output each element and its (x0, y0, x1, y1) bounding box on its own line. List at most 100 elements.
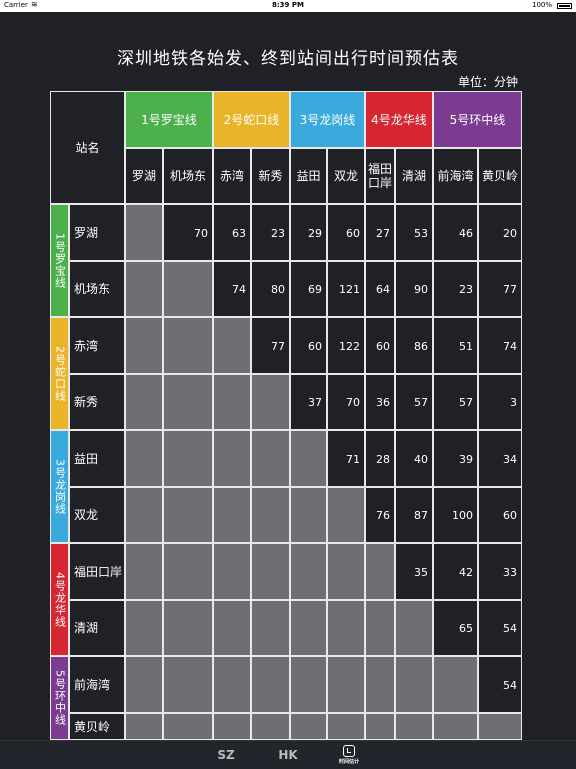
time-cell: 51 (433, 317, 478, 374)
time-cell: 65 (433, 599, 478, 656)
time-cell: 63 (213, 204, 251, 261)
wifi-icon: ≋ (31, 0, 38, 9)
empty-cell (213, 599, 251, 656)
empty-cell (163, 260, 213, 317)
empty-cell (163, 712, 213, 740)
time-cell: 37 (290, 373, 327, 430)
empty-cell (290, 430, 327, 487)
time-cell: 40 (395, 430, 433, 487)
empty-cell (365, 712, 395, 740)
row-line-label-5: 5号环中线 (50, 656, 69, 740)
battery-icon (557, 3, 572, 9)
empty-cell (213, 543, 251, 600)
row-station-6: 双龙 (69, 486, 125, 543)
empty-cell (163, 373, 213, 430)
time-cell: 27 (365, 204, 395, 261)
empty-cell (290, 486, 327, 543)
tab-hk[interactable]: HK (274, 741, 302, 769)
time-cell: 77 (251, 317, 290, 374)
column-station-7: 福田 口岸 (365, 148, 395, 204)
time-cell: 86 (395, 317, 433, 374)
time-cell: 87 (395, 486, 433, 543)
row-line-label-4: 4号龙华线 (50, 543, 69, 656)
empty-cell (125, 543, 163, 600)
unit-label: 单位：分钟 (457, 75, 518, 89)
empty-cell (327, 712, 365, 740)
empty-cell (327, 656, 365, 713)
time-cell: 46 (433, 204, 478, 261)
empty-cell (125, 656, 163, 713)
time-cell: 36 (365, 373, 395, 430)
empty-cell (290, 543, 327, 600)
empty-cell (125, 712, 163, 740)
row-station-2: 机场东 (69, 260, 125, 317)
status-time: 8:39 PM (272, 1, 304, 9)
empty-cell (395, 656, 433, 713)
clock-icon (343, 745, 355, 757)
tab-sz-label: SZ (217, 748, 235, 762)
time-cell: 57 (433, 373, 478, 430)
time-cell: 80 (251, 260, 290, 317)
tab-time-estimate-label: 时间估计 (338, 759, 359, 765)
line-header-5: 5号环中线 (433, 91, 522, 148)
empty-cell (125, 260, 163, 317)
carrier-label: Carrier (4, 1, 28, 9)
time-cell: 121 (327, 260, 365, 317)
empty-cell (290, 599, 327, 656)
line-header-4: 4号龙华线 (365, 91, 433, 148)
empty-cell (163, 430, 213, 487)
row-station-8: 清湖 (69, 599, 125, 656)
time-cell: 23 (433, 260, 478, 317)
time-cell: 64 (365, 260, 395, 317)
time-cell: 35 (395, 543, 433, 600)
column-station-2: 机场东 (163, 148, 213, 204)
empty-cell (163, 317, 213, 374)
empty-cell (290, 712, 327, 740)
time-cell: 70 (327, 373, 365, 430)
tab-bar: SZ HK 时间估计 (0, 740, 576, 769)
empty-cell (163, 486, 213, 543)
column-station-3: 赤湾 (213, 148, 251, 204)
time-cell: 3 (478, 373, 522, 430)
time-cell: 28 (365, 430, 395, 487)
time-cell: 90 (395, 260, 433, 317)
time-cell: 69 (290, 260, 327, 317)
corner-header: 站名 (50, 91, 125, 204)
empty-cell (125, 204, 163, 261)
empty-cell (213, 656, 251, 713)
column-station-5: 益田 (290, 148, 327, 204)
column-station-9: 前海湾 (433, 148, 478, 204)
row-station-1: 罗湖 (69, 204, 125, 261)
time-cell: 39 (433, 430, 478, 487)
time-cell: 77 (478, 260, 522, 317)
empty-cell (213, 486, 251, 543)
time-cell: 57 (395, 373, 433, 430)
time-cell: 29 (290, 204, 327, 261)
empty-cell (251, 599, 290, 656)
empty-cell (365, 599, 395, 656)
tab-sz[interactable]: SZ (212, 741, 240, 769)
column-station-4: 新秀 (251, 148, 290, 204)
time-cell: 34 (478, 430, 522, 487)
empty-cell (213, 430, 251, 487)
row-station-3: 赤湾 (69, 317, 125, 374)
tab-time-estimate[interactable]: 时间估计 (333, 741, 365, 769)
empty-cell (251, 543, 290, 600)
time-cell: 60 (365, 317, 395, 374)
time-cell: 74 (213, 260, 251, 317)
row-line-label-3: 3号龙岗线 (50, 430, 69, 543)
empty-cell (163, 543, 213, 600)
empty-cell (251, 486, 290, 543)
row-station-4: 新秀 (69, 373, 125, 430)
tab-hk-label: HK (278, 748, 298, 762)
time-cell: 54 (478, 599, 522, 656)
empty-cell (395, 712, 433, 740)
time-cell: 74 (478, 317, 522, 374)
column-station-8: 清湖 (395, 148, 433, 204)
empty-cell (251, 712, 290, 740)
empty-cell (433, 712, 478, 740)
empty-cell (213, 317, 251, 374)
empty-cell (327, 486, 365, 543)
row-line-label-1: 1号罗宝线 (50, 204, 69, 317)
line-header-1: 1号罗宝线 (125, 91, 213, 148)
